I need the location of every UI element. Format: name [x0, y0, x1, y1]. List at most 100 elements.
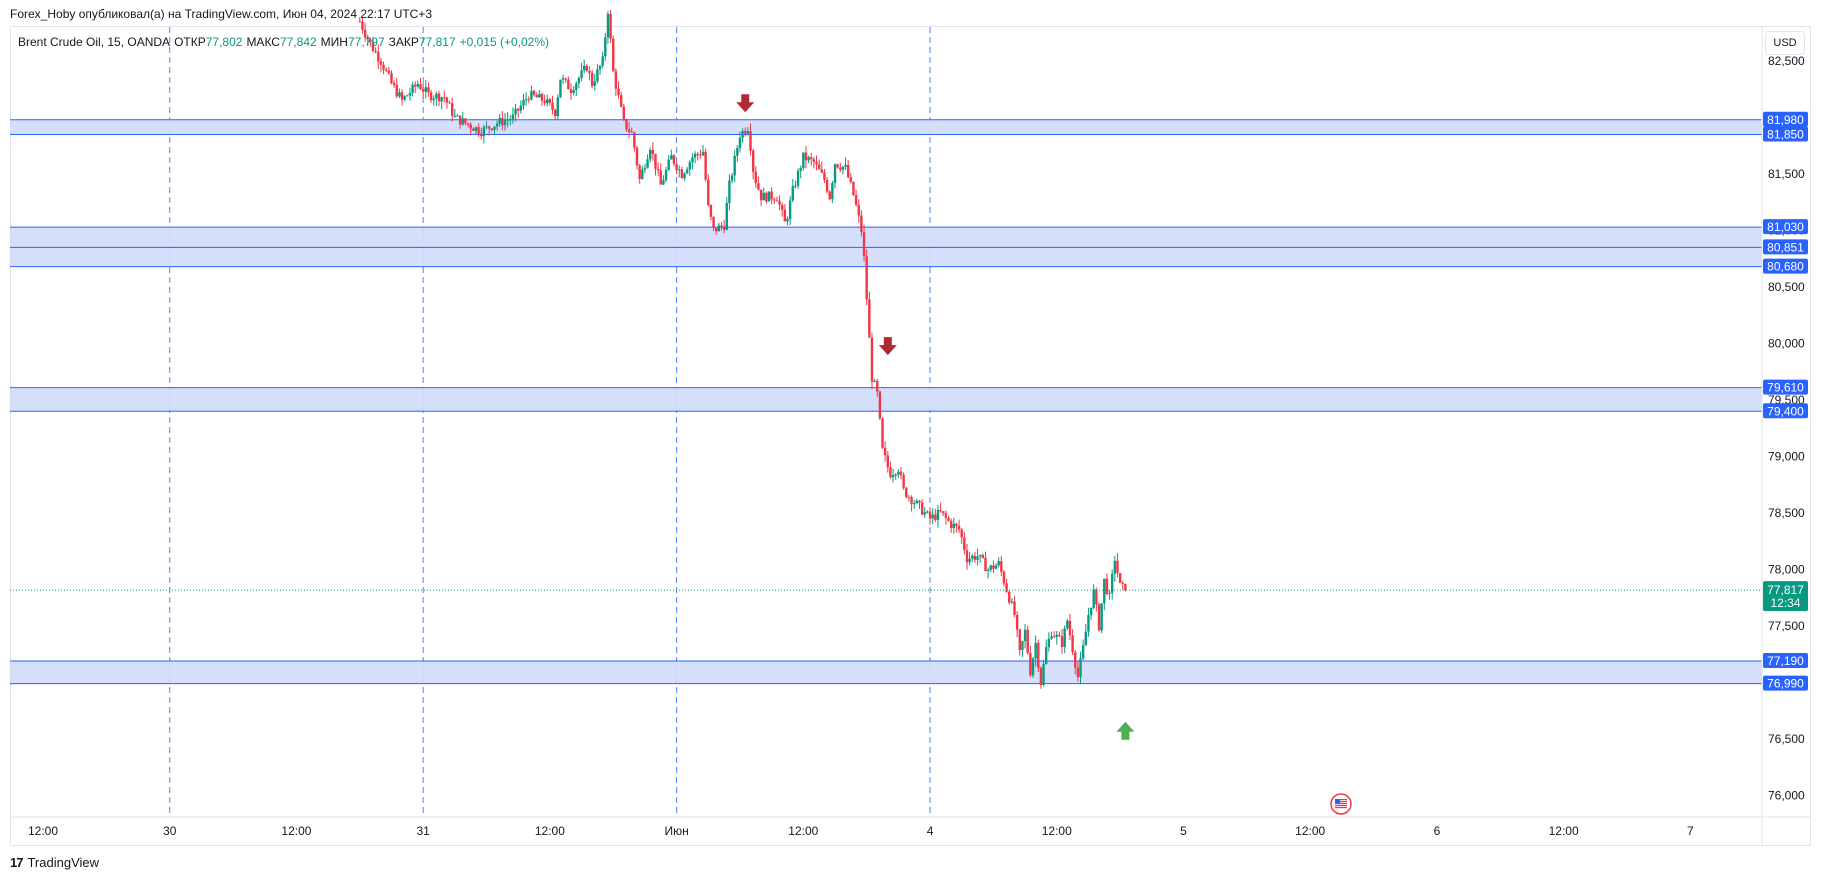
us-flag-stripe [1335, 807, 1347, 809]
candle-body [839, 167, 842, 170]
candle-body [759, 189, 763, 201]
candle-body [873, 380, 876, 382]
candle-body [923, 512, 926, 515]
candle-body [493, 126, 496, 131]
zone-top-badge: 81,980 [1767, 113, 1804, 127]
candle-body [1108, 592, 1111, 594]
candle-body [765, 192, 768, 202]
candle-body [382, 64, 385, 70]
candle-body [680, 169, 684, 179]
candle-body [387, 70, 391, 74]
time-tick-label: 31 [416, 824, 430, 838]
candle-body [963, 537, 966, 551]
candle-body [543, 100, 546, 104]
time-tick-label: 12:00 [788, 824, 818, 838]
candle-body [1034, 642, 1037, 659]
candle-body [1000, 561, 1003, 572]
candle-body [1037, 642, 1040, 668]
candle-body [487, 126, 491, 129]
candle-body [683, 173, 686, 179]
candle-body [1124, 583, 1127, 591]
candle-body [633, 132, 636, 148]
candle-body [451, 103, 454, 116]
candle-body [1121, 582, 1124, 584]
candle-body [432, 98, 435, 101]
candle-body [369, 39, 372, 43]
candle-body [825, 179, 829, 192]
candle-body [883, 447, 887, 456]
candle-body [448, 102, 451, 104]
time-tick-label: 12:00 [1549, 824, 1579, 838]
candle-body [664, 169, 668, 181]
candle-body [701, 151, 705, 156]
candle-body [976, 556, 979, 560]
price-tick-label: 77,500 [1768, 619, 1805, 633]
candle-body [870, 337, 874, 382]
candle-body [498, 118, 501, 124]
candle-body [456, 115, 459, 117]
zone-bottom-badge-bg [1763, 258, 1808, 274]
candle-body [1118, 573, 1122, 583]
candle-body [1095, 589, 1098, 605]
candle-body [371, 42, 375, 51]
candle-body [379, 61, 383, 65]
candle-body [791, 186, 794, 201]
candle-body [427, 87, 430, 93]
candle-body [1045, 647, 1048, 664]
candle-body [876, 380, 879, 392]
legend-open-value: 77,802 [205, 35, 243, 49]
candle-body [902, 475, 905, 488]
candle-body [992, 565, 995, 569]
candle-body [986, 569, 990, 572]
candle-body [1087, 615, 1090, 632]
candle-body [709, 205, 713, 217]
candle-body [506, 119, 509, 121]
candle-body [931, 514, 934, 519]
candle-body [804, 152, 808, 161]
time-tick-label: 4 [927, 824, 934, 838]
candle-body [1042, 663, 1045, 686]
candle-body [609, 13, 612, 39]
candle-body [1066, 620, 1069, 629]
candle-body [530, 90, 533, 100]
us-flag-icon[interactable] [1330, 793, 1352, 815]
candle-body [1097, 604, 1101, 631]
candle-body [757, 183, 760, 190]
candle-body [598, 65, 602, 70]
candle-body [398, 92, 401, 97]
candle-body [762, 192, 765, 201]
candle-body [775, 200, 779, 202]
candle-body [509, 119, 512, 121]
candle-body [981, 554, 985, 558]
us-flag-stripe [1335, 799, 1347, 801]
candle-body [1008, 591, 1011, 603]
zone-bottom-badge: 79,400 [1767, 404, 1804, 418]
candle-body [667, 159, 670, 170]
legend-change: +0,015 (+0,02%) [459, 35, 550, 49]
candle-body [897, 471, 900, 475]
candle-body [796, 170, 800, 186]
candle-body [670, 155, 673, 160]
candle-body [712, 216, 715, 228]
zone-rect [10, 387, 1762, 412]
sell-arrow-icon [878, 337, 897, 356]
candle-body [704, 151, 707, 180]
candle-body [691, 157, 694, 163]
candle-body [1100, 603, 1103, 631]
candle-body [973, 555, 977, 560]
candle-body [1015, 614, 1019, 630]
legend-symbol[interactable]: Brent Crude Oil, 15, OANDA [18, 35, 171, 49]
candle-body [638, 165, 641, 179]
candle-body [1029, 652, 1032, 676]
candle-body [1031, 658, 1035, 676]
legend-low-value: 77,797 [347, 35, 385, 49]
tradingview-logo[interactable]: 17 TradingView [10, 855, 99, 870]
candle-body [1092, 589, 1095, 608]
candle-body [662, 180, 665, 185]
candle-body [807, 157, 810, 161]
currency-button[interactable]: USD [1765, 31, 1805, 55]
candle-body [538, 93, 541, 98]
zone-mid-badge-bg [1763, 239, 1808, 255]
candle-body [572, 90, 575, 94]
